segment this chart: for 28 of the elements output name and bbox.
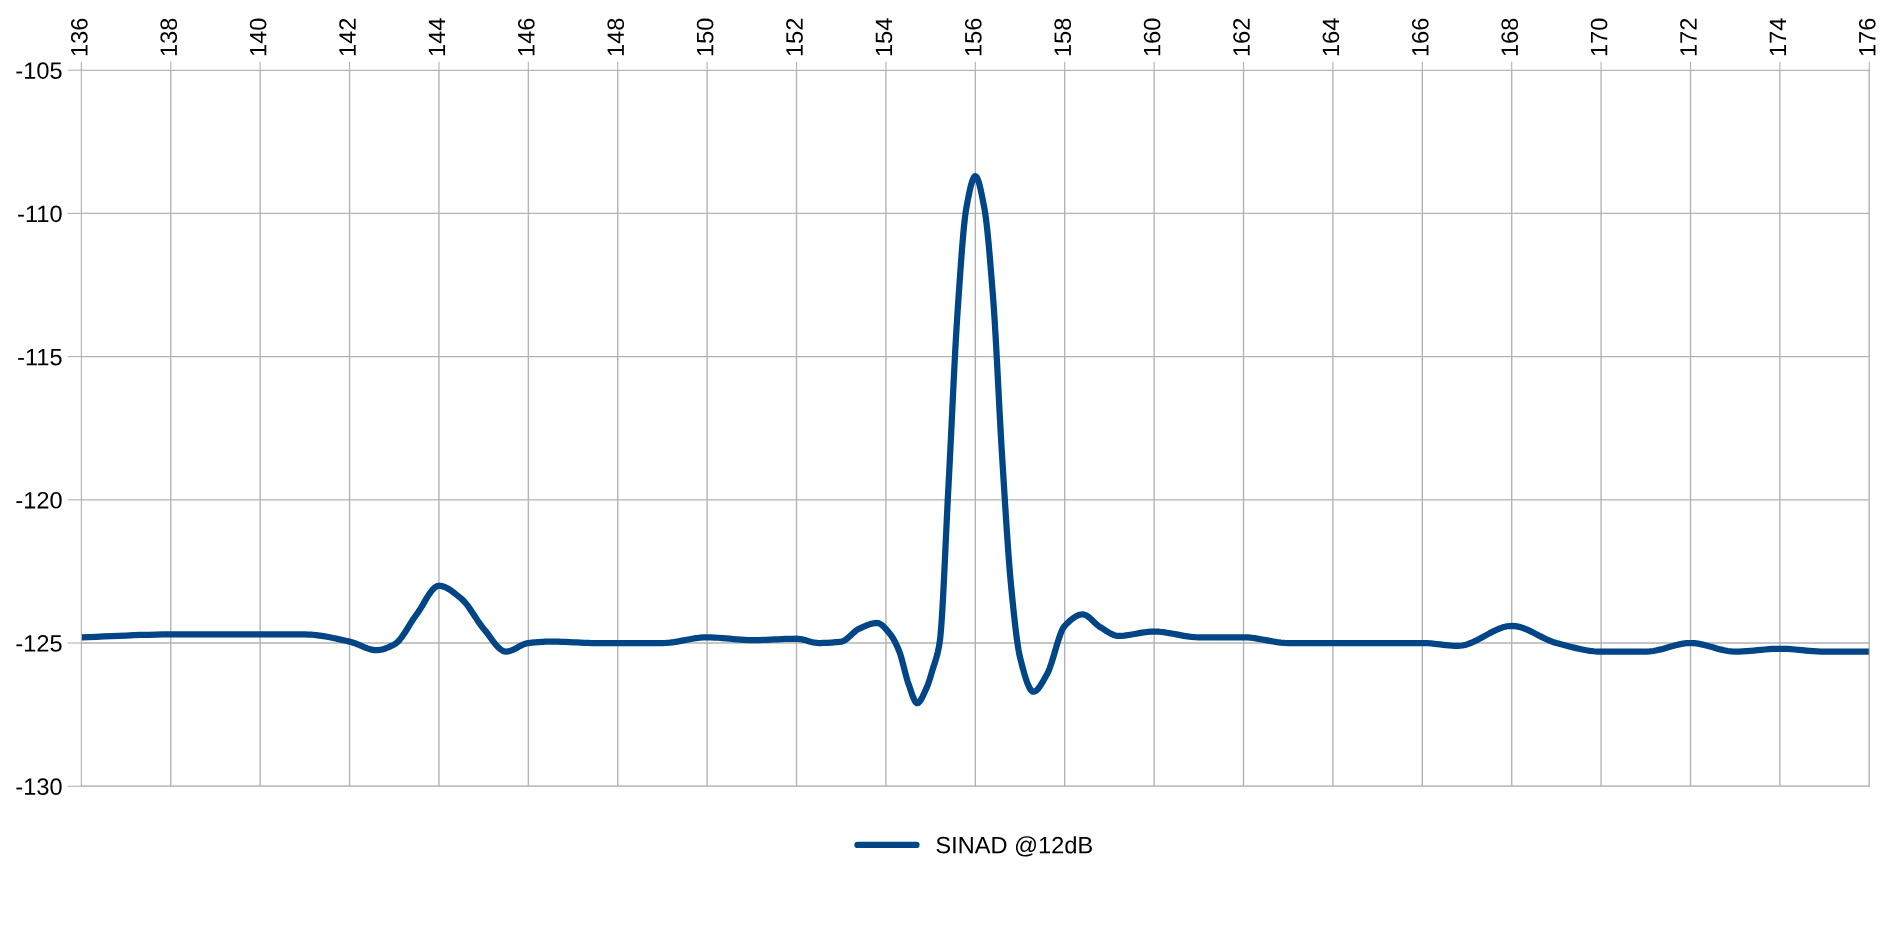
x-tick-label: 168 [1501,18,1519,56]
x-tick-label: 138 [160,18,178,56]
x-tick-label: 172 [1680,18,1697,56]
x-tick-label: 174 [1769,18,1786,56]
x-tick-label: 154 [875,18,893,56]
x-tick-label: 152 [786,18,803,56]
y-tick-label: -115 [18,348,62,366]
y-tick-label: -105 [16,62,62,79]
x-tick-label: 160 [1143,18,1161,56]
y-tick-label: -120 [16,491,62,509]
x-tick-label: 176 [1858,18,1876,56]
x-tick-label: 136 [70,18,88,56]
x-tick-label: 156 [964,18,982,56]
y-tick-label: -125 [16,635,62,652]
x-tick-label: 164 [1322,18,1340,56]
x-tick-label: 166 [1411,18,1429,56]
legend-label: SINAD @12dB [936,836,1092,857]
x-tick-label: 170 [1590,18,1608,56]
x-tick-label: 162 [1233,18,1250,56]
y-tick-label: -130 [16,778,62,796]
x-tick-label: 148 [607,18,625,56]
x-tick-label: 144 [428,18,446,56]
x-tick-label: 140 [249,18,267,56]
x-tick-label: 142 [339,18,356,56]
y-tick-label: -110 [18,205,62,223]
x-tick-label: 146 [517,18,535,56]
x-tick-label: 158 [1054,18,1072,56]
x-tick-label: 150 [696,18,714,56]
